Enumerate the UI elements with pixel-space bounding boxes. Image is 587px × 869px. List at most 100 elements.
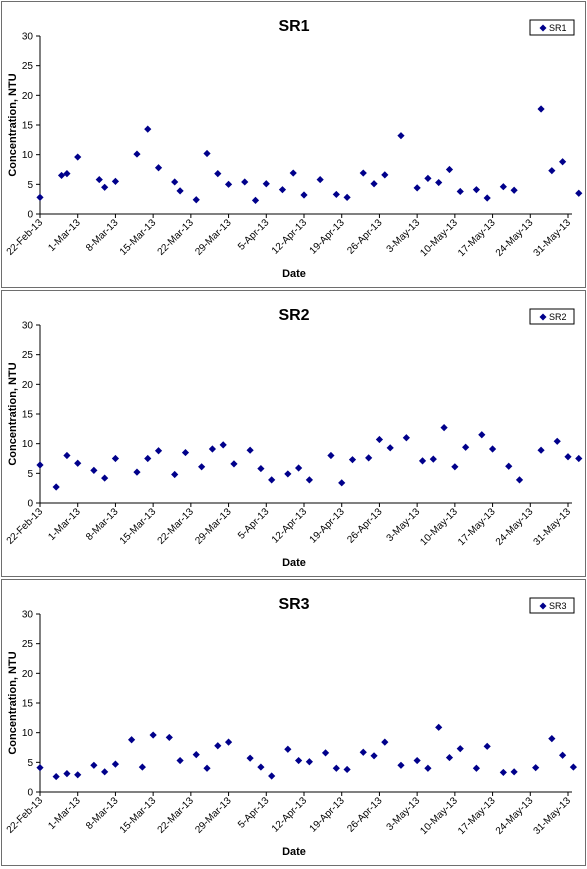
x-tick-label: 19-Apr-13	[308, 506, 348, 546]
data-point	[359, 748, 367, 756]
data-point	[321, 749, 330, 757]
y-axis-label: Concentration, NTU	[7, 651, 19, 754]
data-point	[559, 751, 567, 759]
x-tick-label: 22-Mar-13	[156, 217, 197, 258]
data-point	[300, 191, 308, 199]
data-point	[424, 174, 432, 182]
x-tick-label: 26-Apr-13	[345, 506, 385, 546]
chart-panel-sr2: SR2 0 5 10 15 20 25 30 22-Feb-13 1-Mar-13 8-Mar-13…	[1, 290, 586, 577]
legend-marker	[539, 24, 547, 32]
chart-title: SR2	[278, 307, 309, 324]
y-tick-label: 5	[27, 180, 33, 191]
x-tick-label: 3-May-13	[385, 217, 423, 255]
data-point	[553, 437, 561, 445]
chart-panel-sr1: SR1 0 5 10 15 20 25 30 22-Feb-13 1-Mar-13 8-Mar-13…	[1, 1, 586, 288]
legend: SR2	[529, 308, 575, 325]
x-tick-label: 15-Mar-13	[118, 217, 159, 258]
legend-label: SR1	[549, 23, 567, 33]
y-tick-label: 5	[27, 469, 33, 480]
data-point	[564, 453, 572, 461]
data-point	[435, 178, 443, 187]
data-point	[499, 183, 507, 191]
x-tick-label: 22-Feb-13	[5, 795, 46, 836]
data-point	[214, 742, 222, 750]
x-tick-label: 3-May-13	[385, 795, 423, 833]
x-tick-label: 29-Mar-13	[193, 795, 234, 836]
data-point	[257, 763, 265, 771]
data-point	[36, 461, 44, 469]
data-point	[515, 476, 524, 484]
data-point	[397, 132, 405, 140]
y-tick-label: 10	[22, 150, 34, 161]
data-point	[52, 772, 60, 781]
y-tick-label: 15	[22, 699, 34, 710]
data-point	[171, 470, 179, 479]
data-point	[348, 456, 357, 464]
legend-marker	[539, 602, 547, 610]
x-tick-label: 1-Mar-13	[46, 506, 83, 543]
x-tick-label: 10-May-13	[418, 217, 460, 259]
data-point	[246, 754, 254, 762]
data-point	[440, 424, 448, 432]
data-point	[241, 178, 249, 186]
y-axis-label: Concentration, NTU	[7, 73, 19, 176]
x-tick-label: 26-Apr-13	[345, 795, 385, 835]
legend: SR3	[529, 597, 575, 614]
data-point	[144, 454, 152, 463]
x-tick-label: 31-May-13	[532, 217, 574, 259]
x-tick-label: 31-May-13	[532, 506, 574, 548]
x-tick-label: 17-May-13	[456, 217, 498, 259]
y-tick-label: 0	[27, 788, 33, 799]
data-point	[537, 105, 545, 113]
x-tick-label: 24-May-13	[494, 795, 536, 837]
data-point	[456, 745, 464, 753]
data-point	[176, 756, 184, 765]
data-point	[192, 751, 200, 759]
legend-box	[529, 597, 575, 614]
data-point	[74, 459, 82, 467]
x-tick-label: 29-Mar-13	[193, 506, 234, 547]
data-point	[418, 457, 427, 465]
data-point	[251, 196, 260, 204]
data-point	[548, 735, 556, 743]
x-tick-label: 22-Feb-13	[5, 506, 46, 547]
data-point	[386, 444, 394, 452]
data-point	[359, 169, 367, 177]
x-tick-label: 5-Apr-13	[236, 795, 272, 831]
y-tick-label: 25	[22, 350, 34, 361]
y-tick-label: 15	[22, 121, 34, 132]
data-point	[343, 193, 351, 201]
data-point	[268, 476, 276, 484]
data-point	[295, 756, 303, 765]
data-point	[413, 184, 421, 192]
y-tick-label: 30	[22, 610, 34, 621]
data-point	[510, 186, 518, 194]
x-tick-label: 22-Feb-13	[5, 217, 46, 258]
x-tick-label: 15-Mar-13	[118, 795, 159, 836]
x-tick-label: 19-Apr-13	[308, 217, 348, 257]
data-point	[284, 745, 292, 753]
x-tick-label: 8-Mar-13	[84, 506, 121, 543]
chart-svg-sr1: SR1 0 5 10 15 20 25 30 22-Feb-13 1-Mar-13 8-Mar-13…	[5, 18, 583, 280]
chart-title: SR3	[278, 596, 309, 613]
data-point	[74, 153, 82, 161]
y-tick-label: 20	[22, 669, 34, 680]
data-point	[154, 447, 163, 455]
data-point	[133, 150, 141, 158]
data-point	[198, 463, 206, 471]
data-point	[397, 761, 405, 769]
y-tick-label: 10	[22, 728, 34, 739]
data-point	[510, 768, 518, 776]
data-point	[456, 187, 464, 196]
y-tick-label: 30	[22, 32, 34, 43]
legend-box	[529, 19, 575, 36]
data-point	[90, 466, 98, 474]
chart-svg-sr3: SR3 0 5 10 15 20 25 30 22-Feb-13 1-Mar-13 8-Mar-13…	[5, 596, 577, 858]
x-tick-label: 24-May-13	[494, 506, 536, 548]
data-point	[295, 464, 303, 472]
y-tick-label: 15	[22, 410, 34, 421]
data-point	[268, 772, 276, 780]
x-tick-label: 22-Mar-13	[156, 506, 197, 547]
data-point	[262, 180, 270, 188]
data-point	[208, 445, 217, 453]
